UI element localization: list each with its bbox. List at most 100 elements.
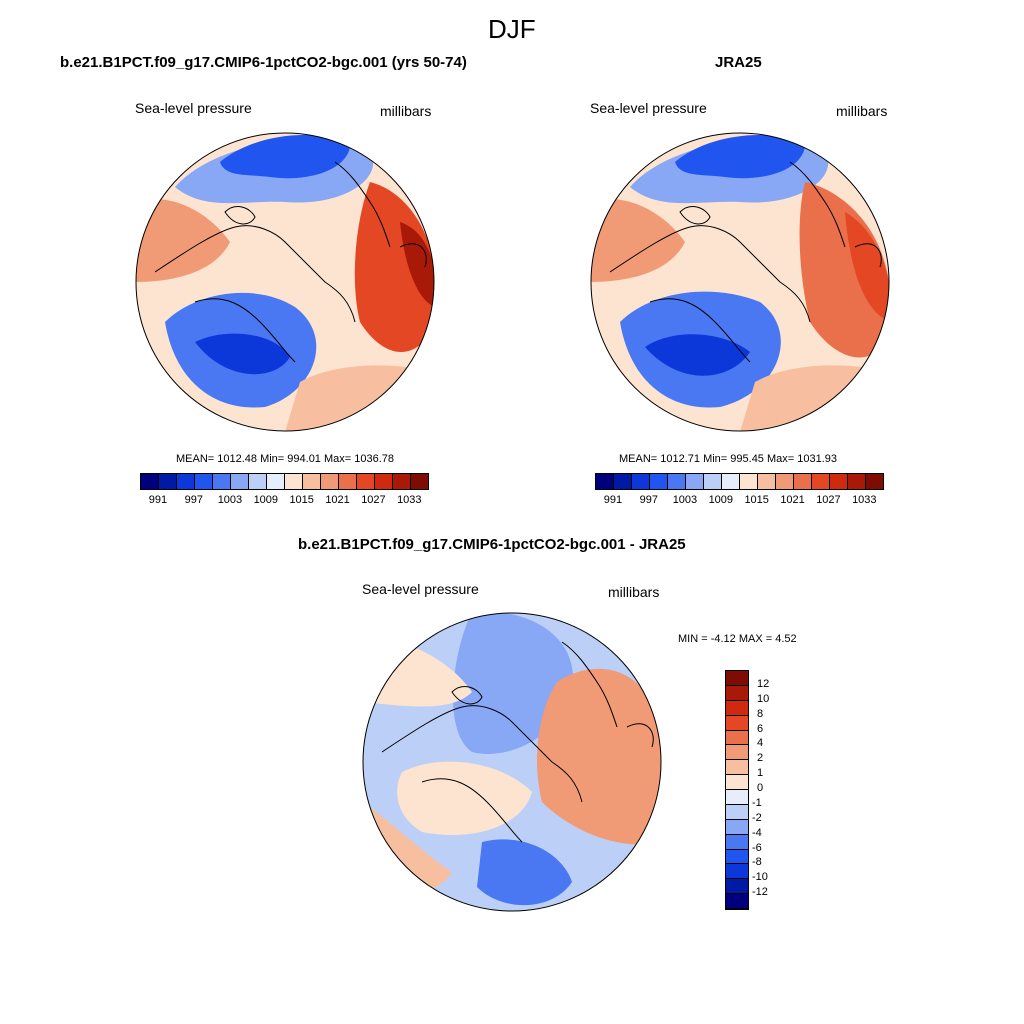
colorbar-swatch	[411, 474, 428, 489]
colorbar-swatch	[726, 834, 748, 850]
colorbar-swatch	[848, 474, 866, 489]
colorbar-swatch	[726, 730, 748, 746]
panel2-fill-ridge-west	[591, 198, 685, 282]
panel2-map-boundary	[590, 132, 890, 432]
colorbar-swatch	[195, 474, 213, 489]
colorbar-tick-label: 10	[757, 692, 770, 705]
colorbar-swatch	[704, 474, 722, 489]
panel3-stats: MIN = -4.12 MAX = 4.52	[678, 633, 797, 645]
panel3-fill-asia-positive	[537, 668, 661, 845]
panel1-fill-siberian-core	[400, 222, 434, 307]
colorbar-tick-label: 997	[639, 494, 658, 506]
colorbar-tick-label: -8	[752, 856, 762, 869]
panel3-units-label: millibars	[608, 584, 660, 600]
panel3-colorbar	[725, 670, 749, 910]
colorbar-swatch	[740, 474, 758, 489]
panel1-fill-icelandic-core	[195, 333, 290, 375]
panel1-fill-siberian-high	[354, 182, 434, 352]
colorbar-swatch	[794, 474, 812, 489]
colorbar-swatch	[758, 474, 776, 489]
colorbar-tick-label: 1	[757, 767, 764, 780]
panel2-fill-northpacific-core	[675, 135, 805, 179]
panel2-title: JRA25	[715, 54, 762, 71]
colorbar-swatch	[321, 474, 339, 489]
panel1-fill-ridge-west	[136, 198, 230, 282]
panel1-colorbar-ticks: 991 997 1003 1009 1015 1021 1027 1033	[140, 494, 429, 508]
colorbar-swatch	[614, 474, 632, 489]
colorbar-swatch	[668, 474, 686, 489]
colorbar-tick-label: 8	[757, 707, 764, 720]
colorbar-swatch	[632, 474, 650, 489]
panel1-title: b.e21.B1PCT.f09_g17.CMIP6-1pctCO2-bgc.00…	[60, 54, 467, 71]
colorbar-tick-label: 1003	[672, 494, 698, 506]
panel3-variable-label: Sea-level pressure	[362, 581, 479, 597]
colorbar-tick-label: 1003	[217, 494, 243, 506]
colorbar-swatch	[726, 685, 748, 701]
panel2-colorbar	[595, 473, 884, 490]
panel1-stats: MEAN= 1012.48 Min= 994.01 Max= 1036.78	[176, 453, 395, 465]
colorbar-tick-label: 1015	[744, 494, 769, 506]
colorbar-swatch	[177, 474, 195, 489]
colorbar-swatch	[726, 745, 748, 761]
colorbar-swatch	[726, 879, 748, 895]
colorbar-tick-label: 1021	[780, 494, 805, 506]
colorbar-tick-label: 997	[184, 494, 203, 506]
panel1-fill-northpacific-core	[220, 135, 350, 179]
panel3-coastlines	[381, 641, 654, 843]
colorbar-swatch	[339, 474, 357, 489]
panel3-map-boundary	[362, 612, 662, 912]
panel2-fill-icelandic-core	[645, 334, 750, 376]
panel1-map	[135, 132, 435, 432]
panel1-colorbar	[140, 473, 429, 490]
colorbar-swatch	[231, 474, 249, 489]
colorbar-swatch	[141, 474, 159, 489]
colorbar-swatch	[726, 819, 748, 835]
colorbar-swatch	[375, 474, 393, 489]
colorbar-tick-label: -1	[752, 796, 762, 809]
colorbar-tick-label: 6	[757, 722, 764, 735]
colorbar-tick-label: 1009	[708, 494, 734, 506]
colorbar-swatch	[303, 474, 321, 489]
colorbar-swatch	[650, 474, 668, 489]
colorbar-swatch	[726, 804, 748, 820]
panel3-fill-siberia-negative	[477, 839, 572, 906]
colorbar-swatch	[213, 474, 231, 489]
colorbar-swatch	[726, 790, 748, 805]
colorbar-swatch	[812, 474, 830, 489]
colorbar-swatch	[596, 474, 614, 489]
colorbar-swatch	[285, 474, 303, 489]
colorbar-swatch	[726, 671, 748, 686]
colorbar-tick-label: 991	[148, 494, 168, 506]
panel3-title: b.e21.B1PCT.f09_g17.CMIP6-1pctCO2-bgc.00…	[298, 536, 686, 553]
panel2-variable-label: Sea-level pressure	[590, 100, 707, 116]
colorbar-swatch	[726, 864, 748, 880]
colorbar-swatch	[267, 474, 285, 489]
colorbar-tick-label: 1021	[325, 494, 350, 506]
colorbar-swatch	[393, 474, 411, 489]
colorbar-tick-label: 1009	[253, 494, 279, 506]
panel1-variable-label: Sea-level pressure	[135, 100, 252, 116]
colorbar-tick-label: -10	[752, 871, 768, 884]
panel1-units-label: millibars	[380, 103, 432, 119]
colorbar-swatch	[776, 474, 794, 489]
colorbar-tick-label: 1033	[397, 494, 422, 506]
panel1-map-boundary	[135, 132, 435, 432]
colorbar-swatch	[726, 760, 748, 776]
colorbar-tick-label: -12	[752, 886, 768, 899]
colorbar-swatch	[159, 474, 177, 489]
colorbar-tick-label: -6	[752, 841, 762, 854]
colorbar-tick-label: 1027	[816, 494, 841, 506]
colorbar-swatch	[866, 474, 883, 489]
colorbar-tick-label: 1015	[289, 494, 314, 506]
colorbar-swatch	[357, 474, 375, 489]
panel2-coastlines	[609, 161, 882, 363]
panel2-fill-siberian-high	[799, 182, 889, 358]
colorbar-tick-label: 2	[757, 752, 764, 765]
figure-title: DJF	[488, 14, 536, 44]
colorbar-tick-label: 1027	[361, 494, 386, 506]
colorbar-swatch	[726, 775, 748, 790]
colorbar-swatch	[830, 474, 848, 489]
colorbar-tick-label: 1033	[852, 494, 877, 506]
colorbar-swatch	[249, 474, 267, 489]
panel2-fill-siberian-core	[845, 212, 889, 322]
